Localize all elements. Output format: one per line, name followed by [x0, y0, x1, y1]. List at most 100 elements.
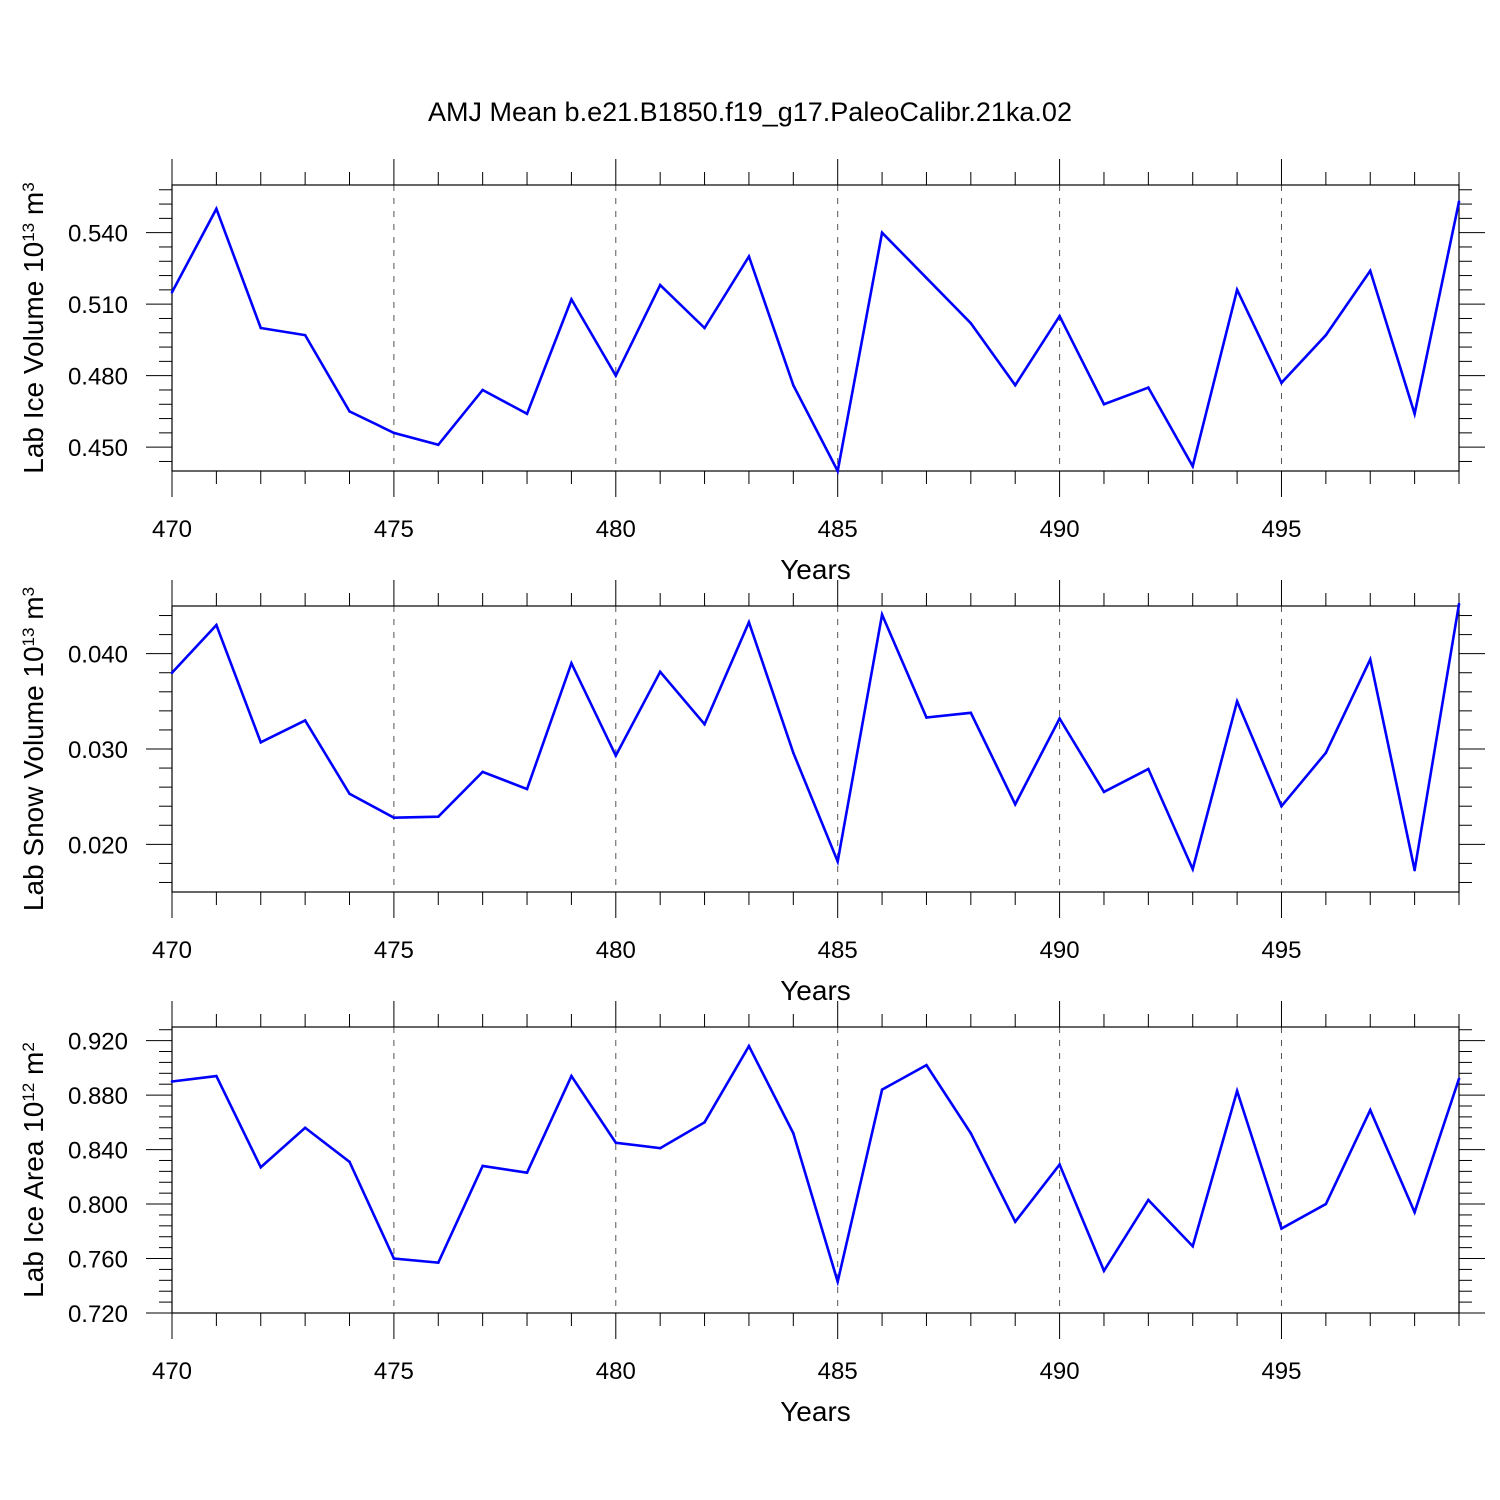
data-point	[747, 255, 751, 258]
x-tick-label: 495	[1261, 1358, 1301, 1385]
data-point	[170, 1080, 174, 1083]
data-point	[170, 290, 174, 294]
data-point	[1013, 383, 1017, 387]
y-tick-label: 0.840	[68, 1138, 128, 1165]
data-point	[1324, 751, 1328, 755]
panel-3: 0.720 0.760 0.800 0.840 0.880 0.920 470 475 480 4…	[18, 1001, 1485, 1427]
data-point	[747, 620, 751, 624]
data-point	[1413, 868, 1416, 872]
data-point	[1191, 464, 1195, 468]
data-point	[436, 815, 440, 818]
data-point	[303, 1126, 307, 1130]
x-tick-label: 475	[374, 937, 414, 964]
data-point	[1235, 288, 1239, 292]
x-tick-label: 475	[374, 516, 414, 543]
data-point	[1457, 602, 1461, 606]
data-point	[614, 1141, 618, 1145]
data-point	[1324, 1202, 1328, 1206]
data-point	[215, 1074, 218, 1078]
x-tick-label: 480	[596, 937, 636, 964]
data-point	[525, 1171, 529, 1175]
data-point	[303, 333, 307, 337]
data-point	[570, 298, 573, 301]
y-tick-label: 0.510	[68, 292, 128, 319]
data-point	[1147, 767, 1150, 771]
y-tick-label: 0.480	[68, 364, 128, 391]
data-point	[525, 787, 529, 791]
data-point	[614, 754, 618, 757]
data-point	[1280, 804, 1283, 808]
data-point	[1058, 1163, 1061, 1166]
data-point	[747, 1044, 751, 1048]
x-tick-label: 495	[1261, 937, 1301, 964]
data-point	[392, 1257, 396, 1260]
x-tick-label: 470	[152, 516, 192, 543]
x-tick-label: 490	[1040, 1358, 1080, 1385]
data-point	[1147, 386, 1150, 389]
data-point	[1058, 314, 1061, 318]
data-point	[658, 1146, 662, 1150]
data-point	[1013, 802, 1017, 806]
x-tick-label: 475	[374, 1358, 414, 1385]
x-tick-label: 490	[1040, 937, 1080, 964]
y-axis-title-part: Lab Snow Volume 10	[18, 646, 49, 911]
data-point	[481, 770, 484, 774]
x-axis-title: Years	[780, 975, 851, 1006]
data-point	[481, 388, 484, 392]
data-point	[436, 443, 440, 447]
data-point	[1368, 269, 1372, 273]
data-point	[259, 326, 263, 330]
data-point	[880, 613, 884, 616]
panel-1: 0.450 0.480 0.510 0.540 470 475 480 485 490 495 Ye…	[18, 159, 1485, 585]
y-axis-title-superscript: 12	[19, 1083, 38, 1102]
x-axis-title: Years	[780, 554, 851, 585]
data-point	[792, 383, 795, 387]
y-tick-label: 0.720	[68, 1301, 128, 1328]
data-point	[614, 374, 618, 377]
x-axis-title: Years	[780, 1396, 851, 1427]
data-point	[1147, 1198, 1150, 1202]
data-point	[1368, 658, 1372, 661]
data-point	[1413, 412, 1416, 416]
x-tick-label: 495	[1261, 516, 1301, 543]
data-point	[436, 1261, 440, 1264]
data-point	[1457, 1077, 1461, 1081]
y-axis-title-superscript: 3	[19, 587, 38, 596]
data-point	[215, 623, 218, 627]
x-tick-label: 480	[596, 516, 636, 543]
data-point	[1280, 1227, 1283, 1230]
data-point	[1058, 717, 1061, 720]
plot-frame	[171, 184, 1460, 472]
y-axis-title-superscript: 13	[19, 223, 38, 242]
data-point	[170, 671, 174, 675]
y-axis-title: Lab Snow Volume 1013 m3	[18, 587, 49, 911]
y-tick-label: 0.760	[68, 1247, 128, 1274]
data-point	[703, 722, 706, 726]
data-point	[1457, 200, 1461, 203]
data-point	[925, 276, 928, 280]
data-point	[1102, 1269, 1106, 1273]
data-point	[1102, 790, 1106, 794]
figure-title: AMJ Mean b.e21.B1850.f19_g17.PaleoCalibr…	[428, 97, 1072, 127]
y-axis-title-superscript: 2	[19, 1042, 38, 1051]
data-point	[969, 1131, 973, 1135]
data-point	[392, 431, 396, 435]
data-point	[969, 321, 973, 325]
y-axis-title-superscript: 3	[19, 182, 38, 191]
y-tick-label: 0.450	[68, 435, 128, 462]
panels: 0.450 0.480 0.510 0.540 470 475 480 485 490 495 Ye…	[18, 159, 1485, 1427]
x-tick-label: 485	[818, 937, 858, 964]
y-axis-title-part: Lab Ice Volume 10	[18, 242, 49, 474]
data-point	[969, 711, 973, 715]
data-point	[392, 816, 396, 819]
y-axis-title-part: m	[18, 596, 49, 627]
data-point	[1191, 1244, 1195, 1248]
data-point	[348, 1160, 351, 1164]
x-tick-label: 470	[152, 937, 192, 964]
data-point	[525, 412, 529, 416]
data-point	[880, 1088, 884, 1091]
data-point	[836, 1280, 839, 1283]
data-series-line	[171, 603, 1461, 874]
